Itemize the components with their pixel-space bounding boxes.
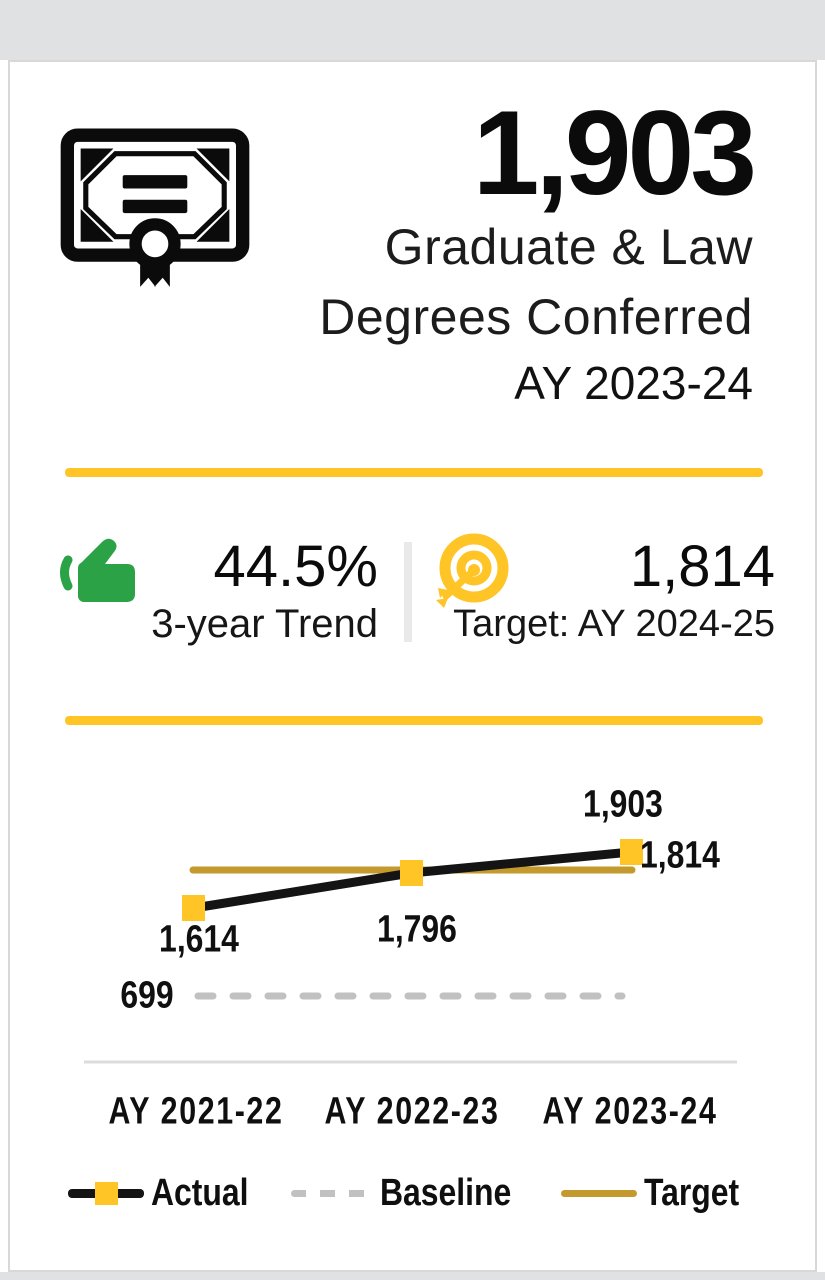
target-icon (436, 533, 509, 608)
legend-label-actual: Actual (151, 1172, 249, 1214)
point-label-target: 1,814 (640, 834, 720, 877)
legend-item-target: Target (560, 1172, 757, 1215)
metric-card: 1,903 Graduate & Law Degrees Conferred A… (8, 60, 817, 1272)
point-label-actual-1: 1,614 (159, 918, 239, 961)
metric-period: AY 2023-24 (514, 357, 753, 409)
point-label-actual-2: 1,796 (377, 908, 457, 951)
data-point-marker (400, 860, 423, 886)
legend-item-baseline: Baseline (291, 1172, 536, 1215)
point-label-actual-3: 1,903 (583, 783, 663, 826)
legend-target-swatch-icon (560, 1190, 637, 1197)
divider-bottom (65, 716, 763, 725)
metric-title-line1: Graduate & Law (384, 219, 753, 275)
x-axis-label-3: AY 2023-24 (542, 1090, 718, 1133)
data-point-marker (182, 895, 205, 921)
trend-value: 44.5% (213, 534, 378, 599)
legend-item-actual: Actual (68, 1172, 267, 1215)
chart-legend: Actual Baseline Target (10, 1172, 815, 1215)
trend-label: 3-year Trend (151, 602, 378, 646)
legend-label-baseline: Baseline (380, 1172, 512, 1214)
target-value: 1,814 (629, 534, 775, 599)
legend-baseline-swatch-icon (291, 1190, 374, 1197)
x-axis-label-1: AY 2021-22 (108, 1090, 284, 1133)
bottom-band (0, 1272, 825, 1280)
divider-top (65, 468, 763, 477)
metric-value: 1,903 (472, 86, 757, 220)
legend-actual-swatch-icon (68, 1182, 145, 1205)
top-band (0, 0, 825, 60)
x-axis-label-2: AY 2022-23 (324, 1090, 500, 1133)
metric-title-line2: Degrees Conferred (319, 289, 753, 345)
thumbs-up-icon (60, 538, 135, 602)
point-label-baseline: 699 (120, 974, 174, 1017)
actual-line (189, 847, 636, 913)
target-label: Target: AY 2024-25 (453, 603, 775, 645)
legend-label-target: Target (643, 1172, 739, 1214)
diploma-icon (60, 128, 250, 287)
stat-divider (404, 542, 412, 642)
